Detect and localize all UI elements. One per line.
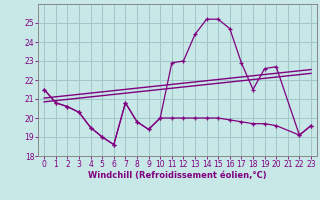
X-axis label: Windchill (Refroidissement éolien,°C): Windchill (Refroidissement éolien,°C) [88,171,267,180]
